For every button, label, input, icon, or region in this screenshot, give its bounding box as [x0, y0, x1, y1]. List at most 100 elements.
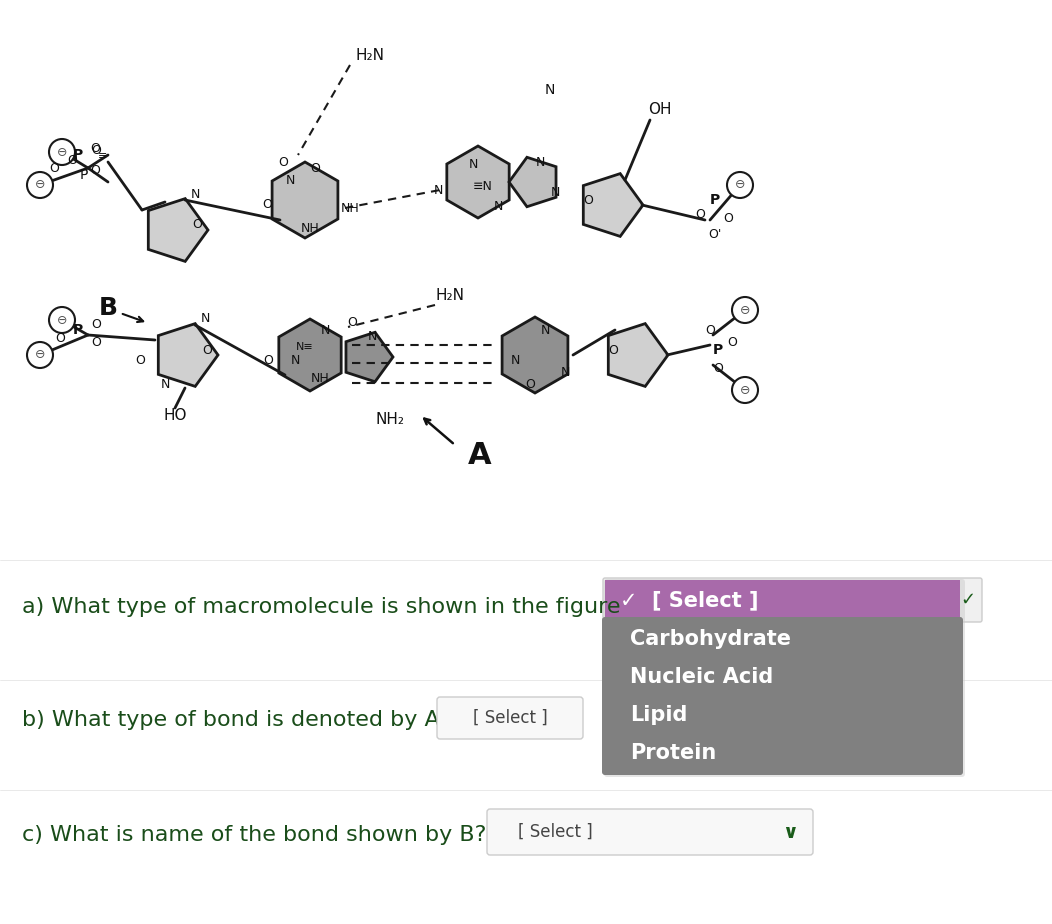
Text: N: N	[285, 174, 295, 187]
Text: O: O	[262, 199, 271, 212]
Text: O: O	[695, 209, 705, 222]
Polygon shape	[509, 157, 557, 207]
Text: ⊖: ⊖	[734, 178, 745, 191]
FancyBboxPatch shape	[602, 617, 963, 775]
Text: P: P	[73, 323, 83, 337]
Text: O: O	[608, 344, 618, 357]
Text: O: O	[310, 162, 320, 175]
Text: NH: NH	[310, 372, 329, 385]
Text: Protein: Protein	[630, 743, 716, 763]
Text: ∨: ∨	[782, 822, 797, 842]
Polygon shape	[158, 323, 218, 386]
Text: N: N	[510, 354, 520, 367]
Text: N: N	[433, 184, 443, 197]
Text: Carbohydrate: Carbohydrate	[630, 629, 791, 649]
Circle shape	[732, 297, 758, 323]
Text: O: O	[713, 361, 723, 374]
Circle shape	[727, 172, 753, 198]
Text: O: O	[67, 153, 77, 166]
Polygon shape	[608, 323, 668, 386]
Text: ⊖: ⊖	[740, 303, 750, 317]
Text: P: P	[80, 168, 88, 182]
Text: ⊖: ⊖	[740, 383, 750, 396]
Text: O: O	[278, 155, 288, 168]
Text: N: N	[160, 379, 169, 392]
Text: N: N	[561, 367, 570, 380]
Circle shape	[732, 377, 758, 403]
Text: [ Select ]: [ Select ]	[518, 823, 592, 841]
Text: Nucleic Acid: Nucleic Acid	[630, 667, 773, 687]
Text: P: P	[73, 148, 83, 162]
Text: ≡: ≡	[98, 151, 107, 161]
Text: N: N	[290, 354, 300, 367]
Circle shape	[49, 139, 75, 165]
Polygon shape	[447, 146, 509, 218]
Text: [ Select ]: [ Select ]	[472, 709, 547, 727]
Polygon shape	[279, 319, 341, 391]
Text: N: N	[535, 155, 545, 168]
Text: NH₂: NH₂	[376, 412, 405, 428]
Text: HO: HO	[163, 407, 187, 422]
Text: O: O	[727, 335, 737, 348]
Text: O: O	[193, 218, 202, 232]
Text: ✓: ✓	[960, 591, 975, 609]
Text: ✓  [ Select ]: ✓ [ Select ]	[620, 590, 758, 610]
Text: H₂N: H₂N	[356, 47, 384, 63]
Polygon shape	[583, 174, 643, 237]
Text: N: N	[550, 186, 560, 199]
Text: O: O	[525, 379, 534, 392]
Text: N: N	[545, 83, 555, 97]
FancyBboxPatch shape	[605, 580, 960, 620]
FancyBboxPatch shape	[487, 809, 813, 855]
Text: O: O	[583, 193, 593, 206]
Text: NH: NH	[341, 201, 360, 214]
Text: O: O	[263, 354, 272, 367]
Circle shape	[27, 342, 53, 368]
Text: O': O'	[708, 228, 722, 241]
Text: O: O	[347, 317, 357, 330]
FancyBboxPatch shape	[604, 579, 965, 777]
Circle shape	[27, 172, 53, 198]
Text: P: P	[710, 193, 721, 207]
Text: O: O	[55, 332, 65, 345]
Text: OH: OH	[648, 103, 672, 117]
Text: O: O	[49, 162, 59, 175]
Text: b) What type of bond is denoted by A?: b) What type of bond is denoted by A?	[22, 710, 451, 730]
Text: N: N	[200, 312, 209, 325]
Text: c) What is name of the bond shown by B?: c) What is name of the bond shown by B?	[22, 825, 486, 845]
Text: ⊖: ⊖	[57, 145, 67, 159]
Polygon shape	[148, 199, 208, 261]
FancyBboxPatch shape	[437, 697, 583, 739]
Text: N: N	[493, 201, 503, 213]
Text: O: O	[723, 212, 733, 225]
Text: N: N	[190, 188, 200, 201]
Text: B: B	[99, 296, 118, 320]
Text: O: O	[705, 323, 715, 336]
Text: O: O	[202, 344, 211, 357]
Text: Lipid: Lipid	[630, 705, 687, 725]
Text: A: A	[468, 441, 492, 469]
Text: ≡N: ≡N	[473, 180, 493, 193]
Text: H₂N: H₂N	[436, 287, 465, 302]
Text: O: O	[90, 141, 100, 154]
Text: NH: NH	[301, 222, 320, 235]
Polygon shape	[502, 317, 568, 393]
FancyBboxPatch shape	[603, 578, 982, 622]
Text: O: O	[92, 319, 101, 332]
Text: O: O	[92, 335, 101, 348]
Text: ⊖: ⊖	[35, 348, 45, 361]
Text: N: N	[320, 324, 329, 337]
Text: N: N	[367, 331, 377, 344]
Text: ⊖: ⊖	[57, 313, 67, 326]
Text: P: P	[713, 343, 723, 357]
Text: a) What type of macromolecule is shown in the figure: a) What type of macromolecule is shown i…	[22, 597, 621, 617]
Text: N: N	[541, 323, 550, 336]
Text: O: O	[135, 354, 145, 367]
Circle shape	[49, 307, 75, 333]
Text: O: O	[92, 143, 101, 156]
Text: ⊖: ⊖	[35, 178, 45, 191]
Text: O: O	[90, 164, 100, 176]
Polygon shape	[272, 162, 338, 238]
Polygon shape	[346, 333, 393, 382]
Text: N≡: N≡	[296, 342, 313, 352]
